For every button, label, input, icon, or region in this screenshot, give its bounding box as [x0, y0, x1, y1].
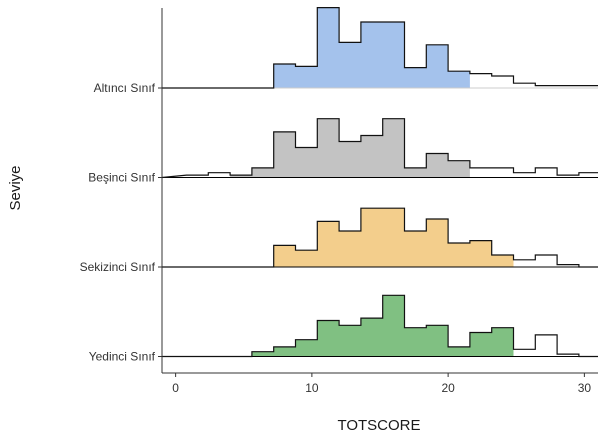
x-tick-label: 0	[172, 381, 179, 395]
ridge-fill	[162, 7, 470, 89]
y-axis: Altıncı Sınıf Beşinci Sınıf Sekizinci Sını…	[80, 8, 163, 373]
y-tick-group: Altıncı Sınıf Beşinci Sınıf Sekizinci Sını…	[80, 81, 162, 364]
ridge-outline	[162, 294, 598, 358]
ridge-outline	[162, 6, 598, 89]
ridge-outline	[161, 118, 598, 179]
y-tick-label: Beşinci Sınıf	[88, 171, 155, 185]
x-tick-label: 10	[305, 381, 319, 395]
y-tick-label: Altıncı Sınıf	[94, 81, 156, 95]
ridge-fill	[273, 208, 514, 267]
ridge-3	[162, 207, 598, 268]
x-tick-label: 30	[578, 381, 592, 395]
x-tick-group: 0 10 20 30	[172, 373, 591, 395]
ridge-outline	[162, 207, 598, 268]
ridge-layer	[161, 6, 598, 358]
ridge-1	[162, 6, 598, 89]
x-tick-label: 20	[441, 381, 455, 395]
x-axis-title: TOTSCORE	[337, 417, 420, 434]
ridge-4	[162, 294, 598, 358]
ridge-fill	[230, 118, 470, 178]
ridge-2	[161, 118, 598, 179]
ridge-fill	[230, 295, 514, 357]
y-tick-label: Sekizinci Sınıf	[80, 260, 156, 274]
x-axis: 0 10 20 30	[162, 372, 598, 395]
y-tick-label: Yedinci Sınıf	[89, 350, 156, 364]
y-axis-title: Seviye	[7, 165, 24, 210]
